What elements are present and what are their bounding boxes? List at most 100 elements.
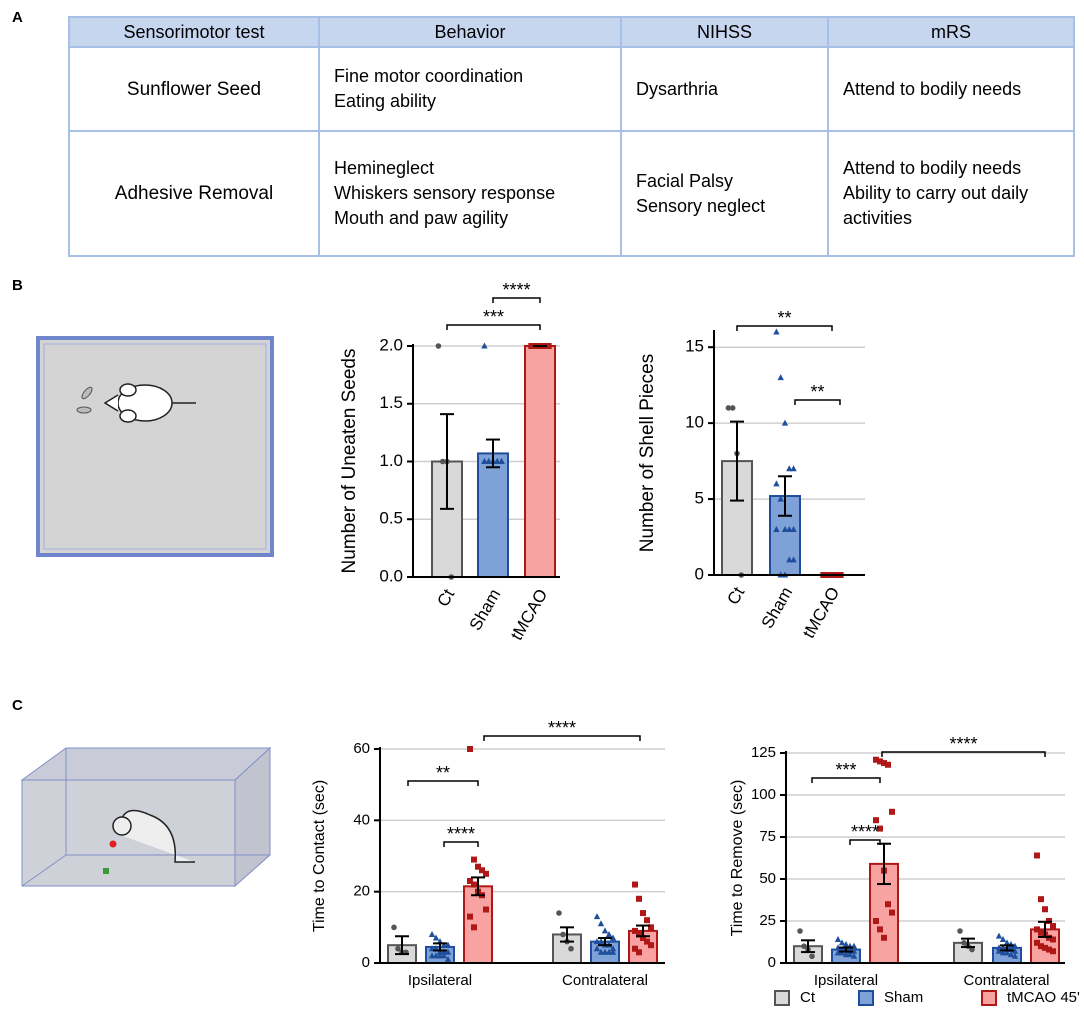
y-tick-label: 1.0	[379, 451, 403, 470]
cell-line: Facial Palsy	[636, 170, 734, 191]
data-point	[560, 931, 566, 938]
y-tick-label: 0.0	[379, 566, 403, 585]
header-cell: NIHSS	[620, 16, 829, 48]
data-point	[877, 758, 883, 765]
data-point	[881, 760, 887, 767]
y-tick-label: 60	[353, 740, 370, 757]
data-point	[777, 495, 784, 502]
data-point	[777, 374, 784, 381]
cell-line: Dysarthria	[636, 78, 719, 99]
data-point	[528, 343, 535, 349]
legend-label: Sham	[884, 989, 923, 1006]
significance-label: ***	[835, 760, 856, 780]
data-point	[889, 909, 895, 916]
y-axis-title: Number of Shell Pieces	[637, 354, 658, 553]
data-point	[999, 949, 1007, 956]
x-tick-label: Contralateral	[562, 972, 648, 989]
data-point	[467, 746, 473, 752]
data-point	[609, 945, 617, 952]
data-point	[593, 938, 601, 945]
data-point	[809, 953, 815, 960]
header-row: Sensorimotor test Behavior NIHSS mRS	[68, 16, 1075, 48]
data-point	[648, 942, 654, 949]
data-point	[797, 928, 803, 934]
data-point	[444, 948, 452, 955]
data-point	[644, 917, 650, 924]
y-tick-label: 15	[685, 337, 704, 356]
data-point	[786, 556, 793, 563]
y-axis-title: Number of Uneaten Seeds	[339, 349, 360, 574]
significance-label: **	[436, 763, 450, 783]
significance-bracket	[443, 841, 479, 847]
significance-label: ****	[502, 280, 530, 300]
adhesive-box-illustration	[20, 746, 272, 888]
data-point	[877, 926, 883, 933]
data-point	[773, 328, 780, 335]
table-cell: Dysarthria	[620, 45, 829, 133]
data-point	[881, 934, 887, 941]
significance-label: **	[810, 382, 824, 402]
y-tick-label: 25	[759, 912, 776, 929]
data-point	[601, 927, 609, 934]
table-row: Sunflower Seed Fine motor coordination Eat…	[68, 45, 1075, 133]
x-tick-label: Ipsilateral	[408, 972, 472, 989]
data-point	[432, 934, 440, 941]
x-tick-label: Ipsilateral	[814, 972, 878, 989]
data-point	[1007, 951, 1015, 958]
data-point	[439, 458, 446, 465]
header-cell: Sensorimotor test	[68, 16, 320, 48]
data-point	[471, 856, 477, 863]
x-tick-label: tMCAO	[507, 586, 551, 644]
data-point	[781, 419, 789, 426]
x-tick-label: Contralateral	[964, 972, 1050, 989]
significance-bracket	[849, 839, 881, 845]
x-tick-label: tMCAO	[799, 584, 843, 642]
data-point	[834, 944, 842, 951]
data-point	[1050, 936, 1056, 943]
significance-bracket	[811, 777, 881, 783]
x-tick-label: Sham	[466, 586, 505, 634]
data-point	[483, 906, 489, 913]
comparison-table: Sensorimotor test Behavior NIHSS mRS Sunflo…	[68, 16, 1075, 257]
data-point	[494, 458, 501, 464]
y-axis-title: Time to Remove (sec)	[729, 780, 746, 937]
table-row: Adhesive Removal Hemineglect Whiskers sens…	[68, 130, 1075, 257]
data-point	[597, 920, 605, 927]
data-point	[632, 945, 638, 952]
significance-bracket	[483, 735, 641, 741]
table-cell: Facial Palsy Sensory neglect	[620, 130, 829, 257]
data-point	[995, 932, 1003, 939]
data-point	[961, 940, 967, 946]
data-point	[725, 405, 732, 411]
cell-line: Fine motor coordination	[334, 66, 524, 87]
legend-swatch	[858, 990, 874, 1006]
cell-line: Sunflower Seed	[126, 78, 262, 100]
table-cell: Fine motor coordination Eating ability	[318, 45, 622, 133]
data-point	[1003, 949, 1011, 956]
legend-swatch	[774, 990, 790, 1006]
bar	[524, 345, 556, 578]
data-point	[475, 863, 481, 870]
data-point	[444, 941, 452, 948]
data-point	[885, 901, 891, 908]
data-point	[790, 556, 797, 563]
data-point	[873, 918, 879, 924]
data-point	[545, 343, 552, 349]
header-cell: Behavior	[318, 16, 622, 48]
data-point	[636, 931, 642, 938]
data-point	[838, 939, 846, 946]
legend-label: tMCAO 45'	[1007, 989, 1080, 1006]
y-tick-label: 100	[751, 786, 776, 803]
data-point	[609, 948, 617, 955]
data-point	[479, 867, 485, 874]
y-tick-label: 5	[695, 489, 704, 508]
cell-line: Eating ability	[334, 91, 437, 112]
data-point	[605, 930, 613, 937]
data-point	[481, 342, 488, 349]
cell-line: activities	[843, 208, 913, 229]
data-point	[995, 947, 1003, 954]
significance-label: ***	[483, 307, 504, 327]
data-point	[636, 895, 642, 902]
data-point	[632, 927, 638, 934]
data-point	[786, 465, 793, 472]
